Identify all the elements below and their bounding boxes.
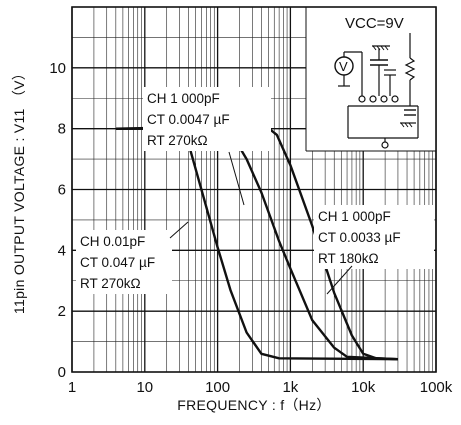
annotation-curve-3: CH 1 000pF CT 0.0033 µF RT 180kΩ <box>314 205 434 295</box>
annotation-line: CT 0.0047 µF <box>147 112 230 127</box>
circuit-inset: VCC=9V V <box>305 7 436 152</box>
y-ticks: 0 2 4 6 8 10 <box>49 60 66 381</box>
x-axis-title: FREQUENCY : f（Hz） <box>177 397 330 413</box>
y-tick-label: 0 <box>58 364 66 381</box>
annotation-line: RT 180kΩ <box>318 251 379 266</box>
y-axis-title: 11pin OUTPUT VOLTAGE : V11 （V） <box>11 66 27 314</box>
annotation-line: CT 0.0033 µF <box>318 230 401 245</box>
x-ticks: 1 10 100 1k 10k 100k <box>68 379 453 396</box>
plot-frame <box>71 6 437 373</box>
leader-line <box>228 151 245 206</box>
vcc-label: VCC=9V <box>345 15 404 32</box>
x-tick-label: 1 <box>68 379 76 396</box>
leader-line <box>326 265 353 295</box>
x-tick-label: 1k <box>282 379 298 396</box>
y-tick-label: 6 <box>58 182 66 199</box>
y-tick-label: 2 <box>58 303 66 320</box>
x-tick-label: 10 <box>136 379 153 396</box>
x-tick-label: 100 <box>205 379 230 396</box>
annotation-line: RT 270kΩ <box>80 276 141 291</box>
annotation-line: RT 270kΩ <box>147 133 208 148</box>
x-tick-label: 100k <box>420 379 453 396</box>
y-tick-label: 4 <box>58 242 66 259</box>
x-tick-label: 10k <box>351 379 376 396</box>
annotation-line: CH 1 000pF <box>147 91 220 106</box>
annotation-line: CT 0.047 µF <box>80 255 155 270</box>
voltmeter-symbol: V <box>339 59 348 74</box>
leader-line <box>169 221 189 239</box>
y-tick-label: 8 <box>58 121 66 138</box>
y-tick-label: 10 <box>49 60 66 77</box>
annotation-line: CH 1 000pF <box>318 209 391 224</box>
annotation-line: CH 0.01pF <box>80 234 145 249</box>
annotation-curve-1: CH 0.01pF CT 0.047 µF RT 270kΩ <box>76 221 189 294</box>
annotation-curve-2: CH 1 000pF CT 0.0047 µF RT 270kΩ <box>143 87 271 206</box>
